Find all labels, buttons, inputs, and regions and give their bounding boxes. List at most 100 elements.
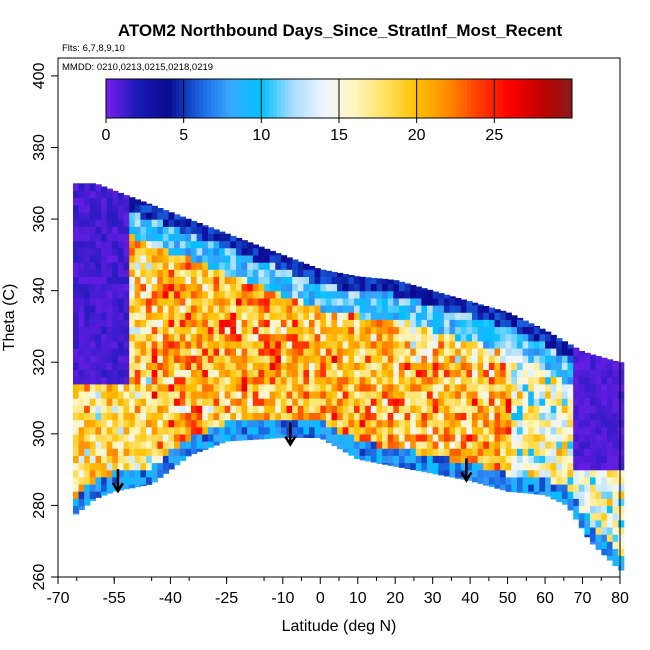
heatmap-cell <box>455 390 462 399</box>
heatmap-cell <box>359 390 366 399</box>
heatmap-cell <box>78 297 85 306</box>
heatmap-cell <box>106 188 113 191</box>
heatmap-cell <box>89 426 96 435</box>
heatmap-cell <box>573 491 580 499</box>
heatmap-cell <box>472 376 479 385</box>
heatmap-cell <box>432 333 439 342</box>
heatmap-cell <box>545 376 552 385</box>
heatmap-cell <box>595 441 602 449</box>
heatmap-cell <box>528 369 535 378</box>
heatmap-cell <box>123 319 130 328</box>
heatmap-cell <box>264 297 271 306</box>
heatmap-cell <box>376 340 383 349</box>
heatmap-cell <box>359 376 366 385</box>
heatmap-cell <box>449 469 456 478</box>
heatmap-cell <box>280 312 288 320</box>
heatmap-cell <box>303 390 310 399</box>
heatmap-cell <box>129 476 136 485</box>
heatmap-cell <box>191 390 198 399</box>
heatmap-cell <box>455 312 462 320</box>
heatmap-cell <box>84 433 91 442</box>
heatmap-cell <box>387 441 394 449</box>
heatmap-cell <box>606 555 614 561</box>
heatmap-cell <box>578 419 585 428</box>
heatmap-cell <box>168 226 175 234</box>
heatmap-cell <box>168 333 175 342</box>
heatmap-cell <box>432 455 439 464</box>
heatmap-cell <box>455 462 462 471</box>
colorbar-swatch <box>121 79 126 118</box>
heatmap-cell <box>196 226 203 234</box>
heatmap-cell <box>494 419 501 428</box>
heatmap-cell <box>410 398 417 406</box>
heatmap-cell <box>89 262 96 270</box>
heatmap-cell <box>73 319 80 328</box>
heatmap-cell <box>123 269 130 277</box>
heatmap-cell <box>511 326 518 335</box>
heatmap-cell <box>146 469 153 478</box>
heatmap-cell <box>477 333 484 342</box>
heatmap-cell <box>500 448 507 456</box>
heatmap-cell <box>348 319 355 328</box>
heatmap-cell <box>112 326 119 335</box>
heatmap-cell <box>393 290 400 299</box>
heatmap-cell <box>95 247 102 256</box>
heatmap-cell <box>224 297 231 306</box>
heatmap-cell <box>219 355 226 363</box>
heatmap-cell <box>483 369 490 378</box>
heatmap-cell <box>556 369 563 378</box>
heatmap-cell <box>578 519 585 528</box>
heatmap-cell <box>494 398 501 406</box>
heatmap-cell <box>578 405 585 413</box>
heatmap-cell <box>269 347 276 356</box>
heatmap-cell <box>348 355 355 363</box>
heatmap-cell <box>606 469 614 478</box>
heatmap-cell <box>455 469 462 478</box>
heatmap-cell <box>567 441 574 449</box>
heatmap-cell <box>140 319 147 328</box>
heatmap-cell <box>89 240 96 249</box>
heatmap-cell <box>191 283 198 292</box>
heatmap-cell <box>106 426 113 435</box>
heatmap-cell <box>477 340 484 349</box>
heatmap-cell <box>247 247 254 256</box>
colorbar-swatch <box>117 79 123 118</box>
heatmap-cell <box>578 526 585 529</box>
heatmap-cell <box>528 376 535 385</box>
heatmap-cell <box>252 305 259 313</box>
heatmap-cell <box>309 269 316 277</box>
heatmap-cell <box>460 305 467 313</box>
heatmap-cell <box>460 469 467 478</box>
heatmap-cell <box>325 390 333 399</box>
heatmap-cell <box>483 390 490 399</box>
heatmap-cell <box>466 390 473 399</box>
heatmap-cell <box>280 405 288 413</box>
heatmap-cell <box>264 283 271 292</box>
heatmap-cell <box>573 498 580 507</box>
colorbar-swatch <box>199 79 204 118</box>
heatmap-cell <box>309 340 316 349</box>
heatmap-cell <box>612 390 619 399</box>
heatmap-cell <box>348 369 355 378</box>
heatmap-cell <box>101 369 108 378</box>
heatmap-cell <box>320 390 327 399</box>
heatmap-cell <box>309 390 316 399</box>
heatmap-cell <box>488 383 496 392</box>
heatmap-cell <box>95 333 102 342</box>
heatmap-cell <box>157 433 164 442</box>
heatmap-cell <box>101 441 108 449</box>
heatmap-cell <box>297 376 304 385</box>
heatmap-cell <box>84 340 91 349</box>
heatmap-cell <box>117 398 125 406</box>
heatmap-cell <box>202 347 209 356</box>
heatmap-cell <box>213 405 220 413</box>
heatmap-cell <box>415 333 422 342</box>
heatmap-cell <box>511 333 518 342</box>
heatmap-cell <box>191 448 198 455</box>
heatmap-cell <box>477 441 484 449</box>
heatmap-cell <box>348 276 355 285</box>
heatmap-cell <box>280 426 288 435</box>
colorbar-swatch <box>397 79 402 118</box>
heatmap-cell <box>134 462 141 471</box>
heatmap-cell <box>584 505 591 514</box>
